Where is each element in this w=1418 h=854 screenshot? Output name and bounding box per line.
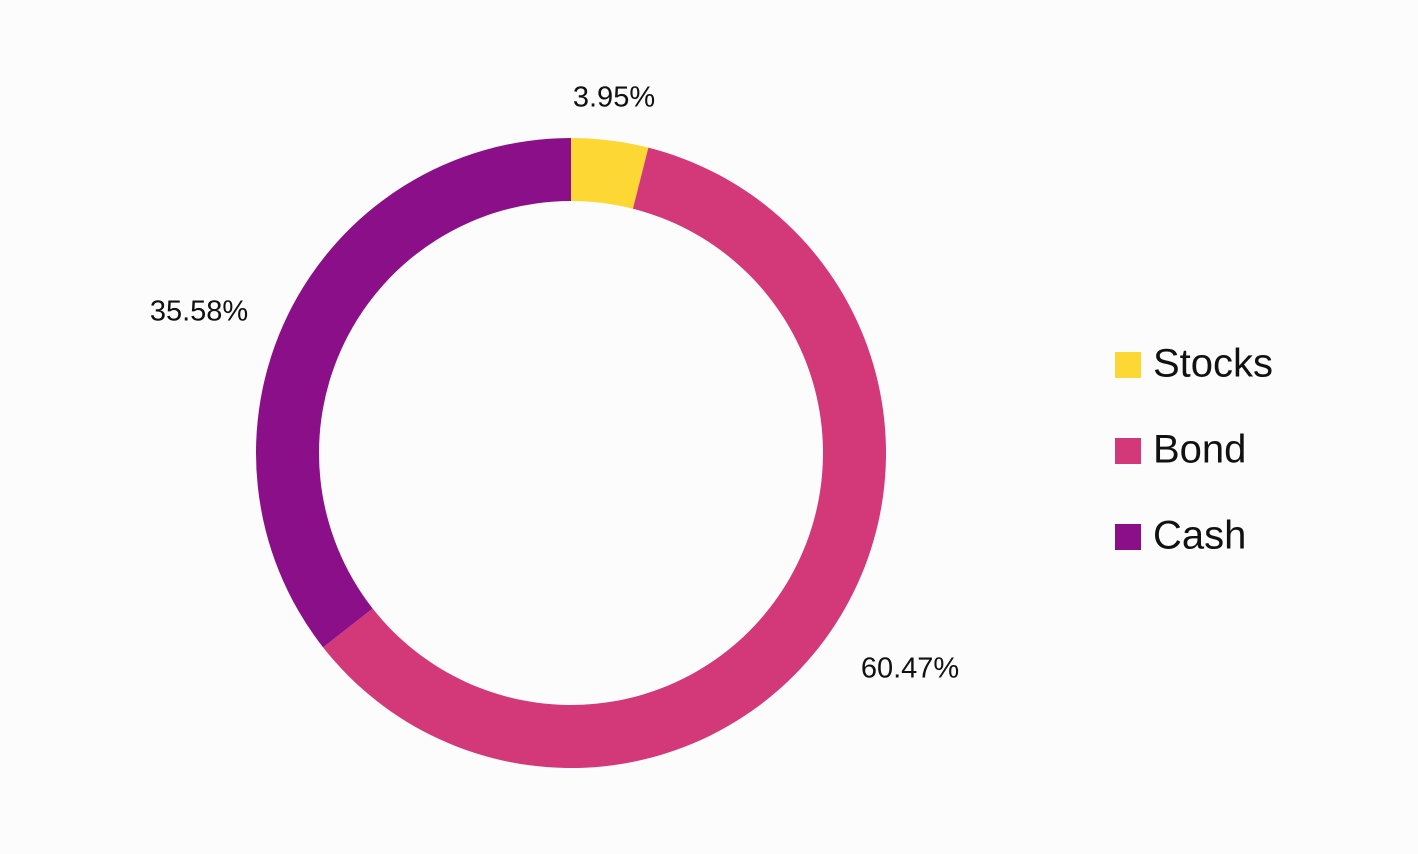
slice-stocks [571, 138, 649, 209]
legend-label-bond: Bond [1153, 428, 1246, 472]
legend-swatch-cash [1115, 524, 1141, 550]
data-labels: 3.95% 60.47% 35.58% [150, 82, 959, 685]
data-label-cash: 35.58% [150, 296, 248, 328]
legend-item-bond: Bond [1115, 428, 1246, 472]
legend-item-stocks: Stocks [1115, 342, 1273, 386]
legend-swatch-bond [1115, 438, 1141, 464]
slice-cash [255, 138, 571, 648]
donut-slices [255, 138, 886, 768]
legend: Stocks Bond Cash [1115, 342, 1273, 558]
legend-label-stocks: Stocks [1153, 342, 1273, 386]
legend-swatch-stocks [1115, 352, 1141, 378]
legend-item-cash: Cash [1115, 514, 1246, 558]
legend-label-cash: Cash [1153, 514, 1246, 558]
data-label-stocks: 3.95% [573, 82, 655, 114]
data-label-bond: 60.47% [861, 653, 959, 685]
